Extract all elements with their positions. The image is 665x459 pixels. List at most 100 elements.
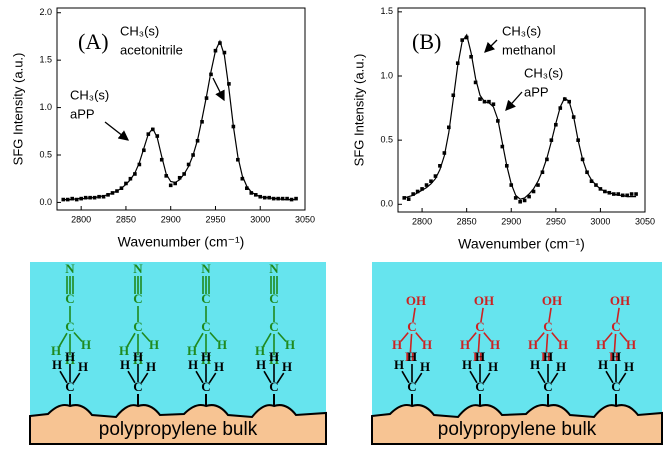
bond [468,332,477,342]
bond [73,331,83,343]
y-tick-label: 0.5 [380,135,393,145]
bond [127,370,136,384]
data-point [200,120,204,124]
bond [59,370,68,384]
data-point [173,181,177,186]
bond [140,372,149,384]
atom-label: C [201,291,210,306]
atom-label: C [65,291,74,306]
atom-label: H [133,352,143,367]
annotation: (A) [78,29,109,54]
atom-label: H [65,349,75,364]
atom-label: H [462,357,472,372]
data-point [294,196,298,201]
data-point [124,181,128,186]
atom-label: H [81,337,91,352]
x-tick-label: 2900 [501,216,521,226]
atom-label: C [269,291,278,306]
fit-line [404,33,637,200]
atom-label: C [407,319,416,334]
atom-label: H [558,337,568,352]
x-tick-label: 3000 [590,216,610,226]
atom-label: H [405,349,415,364]
atom-label: H [285,337,295,352]
data-point [464,35,469,40]
fit-line [63,39,296,201]
bond [208,372,217,384]
data-point [159,157,164,162]
bond [482,372,491,384]
data-point [447,125,451,130]
atom-label: H [543,349,553,364]
bond [262,332,272,348]
atom-label: H [473,349,483,364]
data-point [280,196,285,201]
y-tick-label: 1.0 [39,102,52,112]
atom-label: C [543,319,552,334]
bond [537,370,546,384]
atom-label: H [65,352,75,367]
data-point [420,187,424,191]
data-point [518,199,522,204]
atom-label: OH [610,293,630,308]
bond [400,332,409,342]
annotation-arrow [505,91,523,111]
y-axis-label: SFG Intensity (a.u.) [10,53,25,166]
atom-label: H [475,349,485,364]
atom-label: H [611,349,621,364]
bond [605,370,614,384]
data-point [536,183,540,187]
data-point [186,162,191,167]
data-point [527,194,531,199]
data-point [500,144,505,149]
bond [536,332,545,342]
atom-label: H [541,349,551,364]
bond [469,370,478,384]
data-point [285,196,289,201]
data-point [164,174,169,178]
data-point [406,197,411,201]
atom-label: H [528,337,538,352]
atom-label: N [269,261,279,276]
y-tick-label: 0.5 [39,149,52,159]
data-point [522,198,527,203]
data-point [101,194,106,199]
bond [415,332,424,342]
atom-label: H [201,349,211,364]
data-point [83,195,88,200]
atom-label: C [133,319,142,334]
atom-label: H [120,357,130,372]
x-tick-label: 2850 [116,214,136,224]
data-point [222,50,227,55]
atom-label: H [146,359,156,374]
y-tick-label: 0.0 [39,197,52,207]
data-point [589,179,594,184]
x-tick-label: 3050 [635,216,655,226]
y-tick-label: 0.0 [380,199,393,209]
atom-label: N [201,261,211,276]
annotation-arrow [212,77,225,102]
data-point [249,191,254,195]
x-tick-label: 2850 [457,216,477,226]
data-point [411,192,415,196]
atom-label: H [556,359,566,374]
atom-label: N [133,261,143,276]
bond [409,333,413,353]
atom-label: H [214,359,224,374]
y-tick-label: 1.5 [380,6,393,16]
atom-label: H [626,337,636,352]
atom-label: H [201,352,211,367]
atom-label: C [407,379,416,394]
y-axis-label: SFG Intensity (a.u.) [351,54,366,167]
data-point [491,102,496,107]
data-point [487,99,491,104]
data-point [227,82,231,86]
data-point [625,193,629,198]
x-tick-label: 2800 [412,216,432,226]
bulk-label: polypropylene bulk [99,419,258,440]
atom-label: H [490,337,500,352]
atom-label: OH [542,293,562,308]
atom-label: H [596,337,606,352]
atom-label: H [269,349,279,364]
atom-label: H [52,357,62,372]
